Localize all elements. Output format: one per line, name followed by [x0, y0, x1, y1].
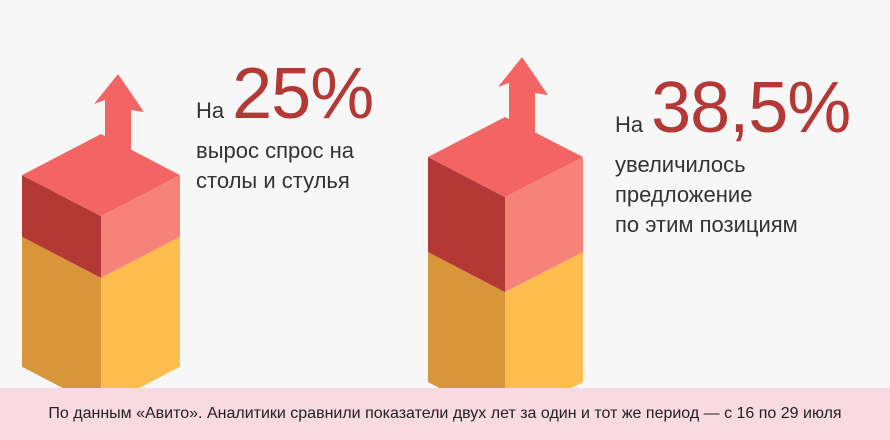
block-2-up-arrow-icon: [498, 57, 548, 144]
stat-1-value: 25%: [232, 54, 374, 134]
stat-1: На 25% вырос спрос на столы и стулья: [196, 58, 416, 196]
infographic: На 25% вырос спрос на столы и стулья На 38…: [22, 57, 885, 388]
source-note: По данным «Авито». Аналитики сравнили по…: [48, 405, 842, 422]
block-2-bar-top-face: [428, 117, 583, 198]
block-1-bar-top-face: [22, 134, 180, 217]
block-2-base-right-face: [505, 252, 583, 388]
source-footer: По данным «Авито». Аналитики сравнили по…: [0, 388, 890, 440]
block-1-bar-left-face: [22, 175, 101, 278]
stat-2-desc-line: увеличилось: [615, 152, 746, 177]
stat-2-value: 38,5%: [651, 68, 851, 148]
block-2-base-left-face: [428, 252, 505, 388]
block-1-up-arrow-icon: [94, 74, 144, 161]
stat-2-prefix: На: [615, 112, 644, 137]
stat-2: На 38,5% увеличилось предложение по этим …: [615, 72, 885, 240]
stat-1-description: вырос спрос на столы и стулья: [196, 136, 416, 196]
stat-2-description: увеличилось предложение по этим позициям: [615, 150, 885, 240]
stat-1-prefix: На: [196, 98, 225, 123]
block-1-base-right-face: [101, 236, 180, 388]
block-1-base-left-face: [22, 236, 101, 388]
block-2-bar-left-face: [428, 157, 505, 293]
stat-2-desc-line: предложение: [615, 182, 753, 207]
block-2-bar-right-face: [505, 157, 583, 293]
stat-1-desc-line: вырос спрос на: [196, 138, 354, 163]
chart-svg: [22, 57, 583, 388]
stat-1-desc-line: столы и стулья: [196, 168, 350, 193]
stat-2-desc-line: по этим позициям: [615, 212, 798, 237]
block-1-bar-right-face: [101, 175, 180, 278]
